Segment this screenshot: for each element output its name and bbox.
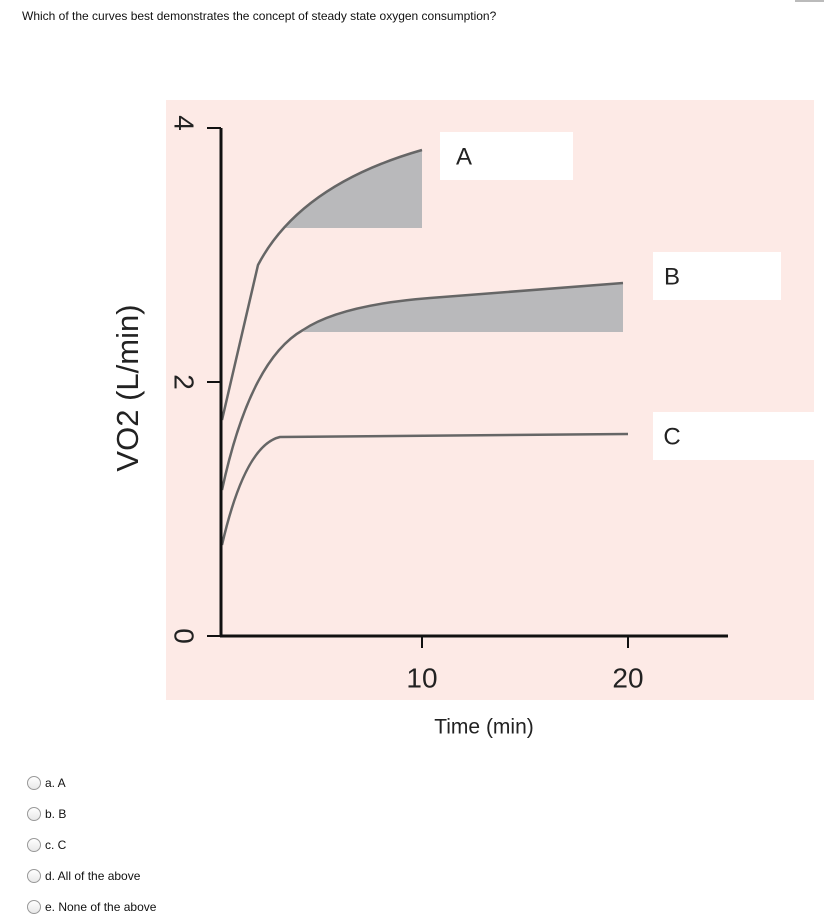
radio-button[interactable] [27, 900, 41, 914]
option-label[interactable]: b. B [45, 807, 67, 821]
x-tick-label: 20 [612, 662, 643, 693]
curve-label: C [663, 423, 680, 450]
y-axis-label: VO2 (L/min) [110, 304, 145, 471]
radio-button[interactable] [27, 838, 41, 852]
label-box [653, 252, 781, 300]
figure-background [166, 100, 814, 700]
shaded-area-a [285, 150, 422, 228]
curve-a [220, 148, 423, 421]
curve-c [220, 432, 629, 546]
y-tick-label: 4 [169, 115, 200, 131]
x-axis-label: Time (min) [434, 716, 534, 739]
option[interactable]: b. B [27, 807, 66, 821]
option[interactable]: d. All of the above [27, 869, 140, 883]
option[interactable]: a. A [27, 776, 66, 790]
radio-button[interactable] [27, 807, 41, 821]
option[interactable]: e. None of the above [27, 900, 156, 914]
question: Which of the curves best demonstrates th… [22, 9, 497, 23]
curve-label: A [456, 143, 472, 170]
shaded-area-b [303, 283, 623, 332]
option-label[interactable]: d. All of the above [45, 869, 141, 883]
curve-b [220, 281, 624, 491]
option-label[interactable]: c. C [45, 838, 67, 852]
curve-label: B [664, 263, 680, 290]
option-label[interactable]: e. None of the above [45, 900, 157, 914]
label-box [440, 132, 573, 180]
y-tick-label: 0 [169, 628, 200, 644]
radio-button[interactable] [27, 776, 41, 790]
option[interactable]: c. C [27, 838, 66, 852]
divider [795, 0, 824, 2]
radio-button[interactable] [27, 869, 41, 883]
figure: 2 4 0 10 20 VO2 (L/min) Time (min) A B C [110, 100, 814, 739]
x-tick-label: 10 [406, 662, 437, 693]
y-tick-label: 2 [169, 374, 200, 390]
label-box [653, 412, 814, 460]
option-label[interactable]: a. A [45, 776, 66, 790]
